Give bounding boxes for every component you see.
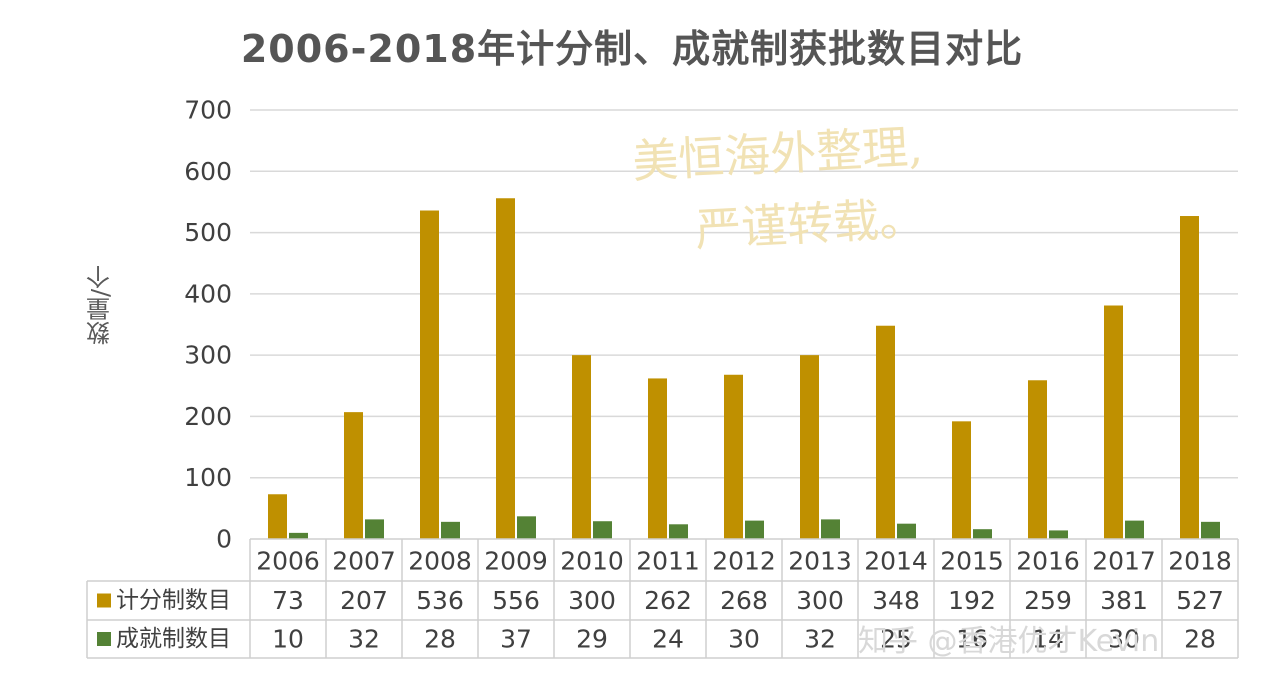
bar-score-system [420, 210, 439, 539]
table-value: 10 [272, 625, 304, 654]
watermark-line-2: 严谨转载。 [693, 191, 927, 257]
table-value: 24 [652, 625, 684, 654]
bar-score-system [572, 355, 591, 539]
legend-key [97, 593, 111, 608]
bar-score-system [268, 494, 287, 539]
bar-achievement-system [365, 519, 384, 539]
x-category-label: 2015 [940, 547, 1004, 576]
table-value: 30 [1108, 625, 1140, 654]
bar-score-system [952, 421, 971, 539]
x-category-label: 2012 [712, 547, 776, 576]
bar-achievement-system [745, 520, 764, 539]
table-value: 25 [880, 625, 912, 654]
bar-achievement-system [593, 521, 612, 539]
table-value: 527 [1176, 586, 1224, 615]
bar-achievement-system [1125, 520, 1144, 539]
bar-score-system [1104, 305, 1123, 539]
table-value: 73 [272, 586, 304, 615]
x-category-label: 2010 [560, 547, 624, 576]
x-category-label: 2009 [484, 547, 548, 576]
table-value: 262 [644, 586, 692, 615]
y-tick-label: 0 [216, 525, 232, 554]
y-tick-label: 600 [184, 157, 232, 186]
bar-score-system [876, 325, 895, 539]
x-category-label: 2013 [788, 547, 852, 576]
bar-achievement-system [441, 521, 460, 539]
x-category-label: 2007 [332, 547, 396, 576]
legend-label: 计分制数目 [116, 588, 231, 614]
table-value: 29 [576, 625, 608, 654]
y-tick-label: 400 [184, 279, 232, 308]
bar-achievement-system [1049, 530, 1068, 539]
y-tick-label: 700 [184, 96, 232, 125]
table-value: 207 [340, 586, 388, 615]
table-value: 32 [804, 625, 836, 654]
bar-score-system [344, 412, 363, 539]
x-category-label: 2011 [636, 547, 700, 576]
table-value: 32 [348, 625, 380, 654]
bar-achievement-system [289, 532, 308, 539]
table-value: 37 [500, 625, 532, 654]
table-value: 300 [796, 586, 844, 615]
legend-label: 成就制数目 [116, 626, 231, 652]
x-category-label: 2017 [1092, 547, 1156, 576]
x-category-label: 2016 [1016, 547, 1080, 576]
bar-score-system [724, 374, 743, 539]
bar-achievement-system [973, 529, 992, 539]
x-category-label: 2014 [864, 547, 928, 576]
table-value: 14 [1032, 625, 1064, 654]
chart-title: 2006-2018年计分制、成就制获批数目对比 [240, 27, 1024, 71]
y-tick-label: 500 [184, 218, 232, 247]
table-value: 381 [1100, 586, 1148, 615]
table-value: 28 [424, 625, 456, 654]
table-value: 556 [492, 586, 540, 615]
y-tick-label: 200 [184, 402, 232, 431]
table-value: 300 [568, 586, 616, 615]
bar-score-system [648, 378, 667, 539]
bar-achievement-system [517, 516, 536, 539]
x-category-label: 2008 [408, 547, 472, 576]
legend-key [97, 632, 111, 646]
x-category-label: 2018 [1168, 547, 1232, 576]
bar-score-system [800, 355, 819, 539]
bar-score-system [1180, 216, 1199, 539]
y-tick-label: 300 [184, 341, 232, 370]
bar-achievement-system [1201, 521, 1220, 539]
bar-achievement-system [821, 519, 840, 539]
table-value: 28 [1184, 625, 1216, 654]
table-value: 259 [1024, 586, 1072, 615]
y-tick-label: 100 [184, 463, 232, 492]
table-value: 30 [728, 625, 760, 654]
table-value: 192 [948, 586, 996, 615]
table-value: 348 [872, 586, 920, 615]
credit-watermark: 知乎 @香港优才Kevin [858, 624, 1160, 659]
table-value: 536 [416, 586, 464, 615]
table-value: 16 [956, 625, 988, 654]
bar-score-system [496, 198, 515, 539]
x-category-label: 2006 [256, 547, 320, 576]
bar-score-system [1028, 380, 1047, 539]
bar-achievement-system [897, 523, 916, 539]
table-value: 268 [720, 586, 768, 615]
bar-achievement-system [669, 524, 688, 539]
